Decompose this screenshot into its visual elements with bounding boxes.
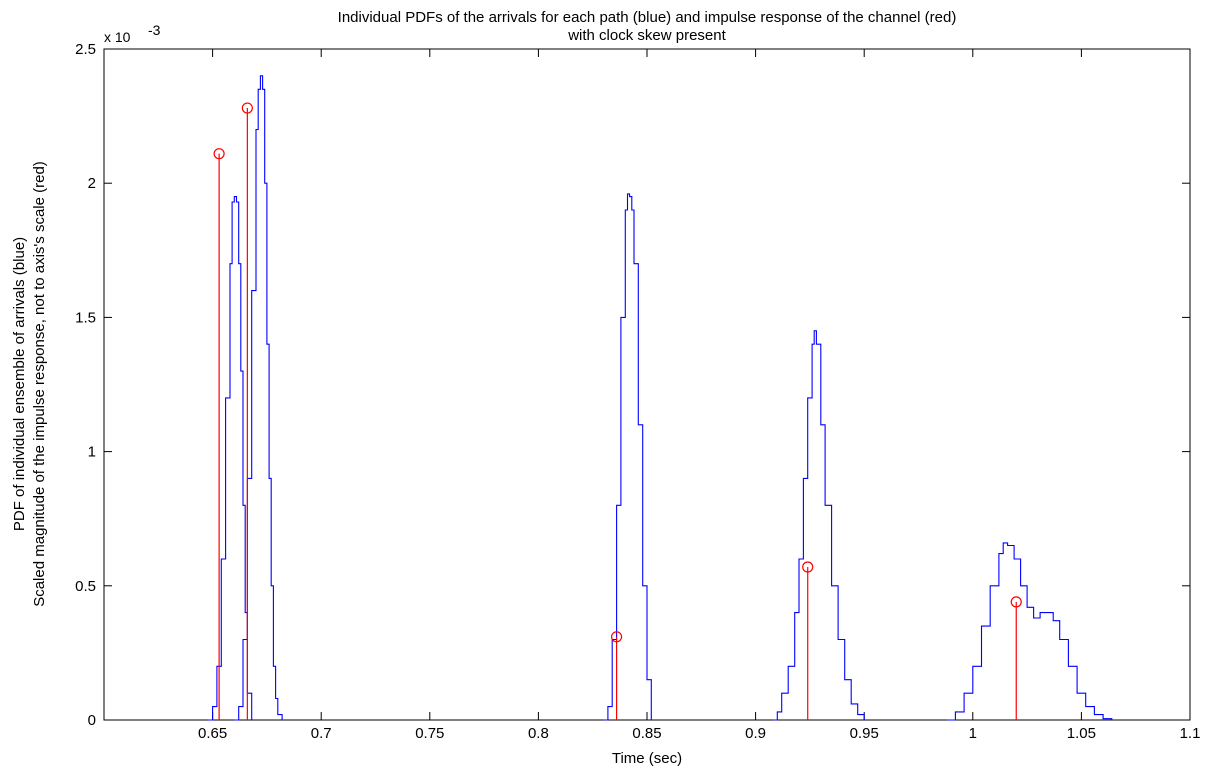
y-tick-label: 2 [88, 175, 96, 192]
impulse-marker [241, 102, 253, 114]
x-tick-label: 0.7 [311, 725, 332, 742]
y-tick-label: 0.5 [75, 578, 96, 595]
y-tick-label: 1.5 [75, 309, 96, 326]
impulse-marker [1010, 596, 1022, 608]
pdf-line [946, 542, 1113, 721]
chart-subtitle: with clock skew present [567, 27, 726, 44]
pdf-line [208, 196, 253, 721]
y-tick-label: 2.5 [75, 41, 96, 58]
x-tick-label: 0.9 [745, 725, 766, 742]
y-axis-label-line2: Scaled magnitude of the impulse response… [31, 161, 48, 607]
impulse-marker [213, 148, 225, 160]
x-tick-label: 0.75 [415, 725, 444, 742]
axis-ticks: 0.65 0.7 0.75 0.8 0.85 0.9 0.95 1 1.05 1.1 0 0.5 1 1.… [75, 41, 1200, 742]
y-tick-label: 0 [88, 712, 96, 729]
impulse-response-series [213, 102, 1022, 720]
x-tick-label: 1.1 [1180, 725, 1201, 742]
impulse-marker [610, 631, 623, 643]
impulse-marker [802, 561, 814, 573]
x-tick-label: 1 [969, 725, 977, 742]
pdf-line [603, 193, 652, 721]
x-tick-label: 1.05 [1067, 725, 1096, 742]
x-tick-label: 0.95 [850, 725, 879, 742]
x-tick-label: 0.65 [198, 725, 227, 742]
x-tick-label: 0.85 [632, 725, 661, 742]
chart-title: Individual PDFs of the arrivals for each… [338, 9, 957, 26]
y-multiplier: x 10 [104, 29, 131, 45]
x-axis-label: Time (sec) [612, 750, 682, 767]
pdf-line [773, 330, 865, 721]
x-tick-label: 0.8 [528, 725, 549, 742]
y-axis-label-line1: PDF of individual ensemble of arrivals (… [11, 237, 28, 531]
y-tick-label: 1 [88, 444, 96, 461]
y-multiplier-exponent: -3 [148, 22, 161, 38]
